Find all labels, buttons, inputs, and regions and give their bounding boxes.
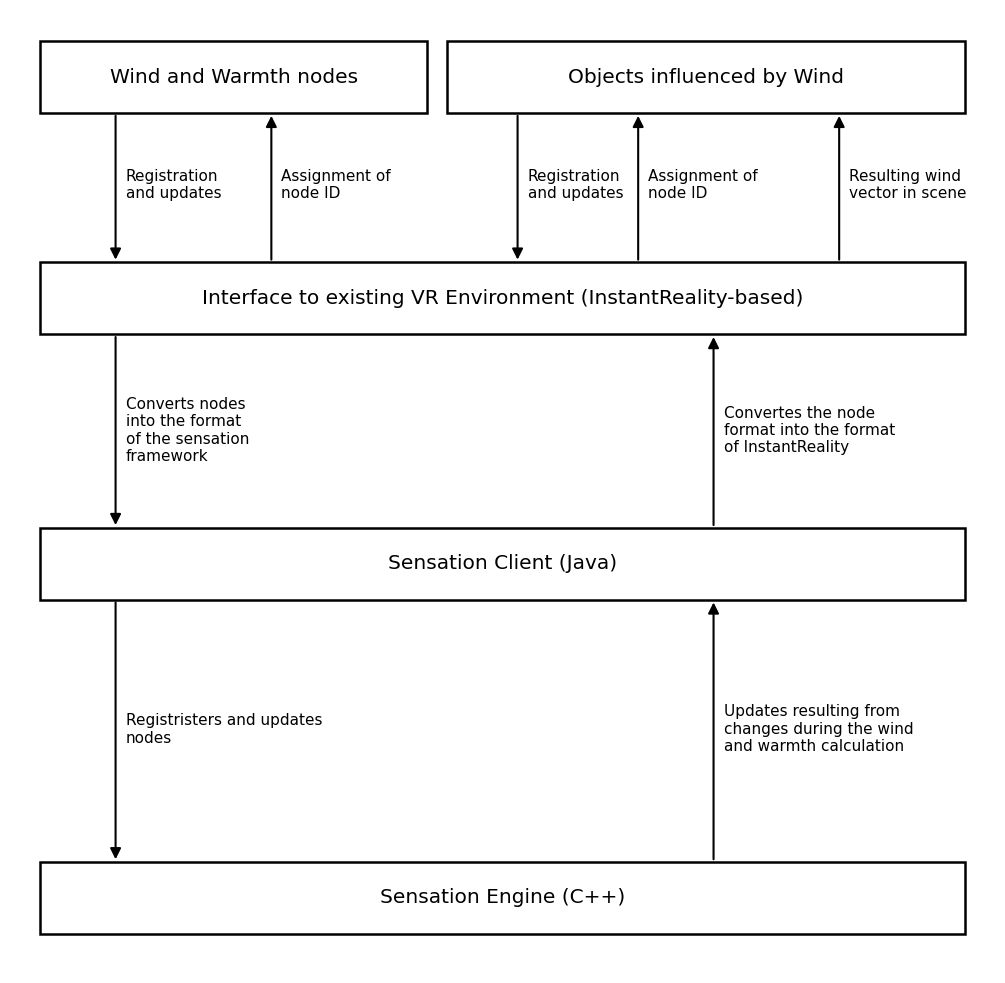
Text: Wind and Warmth nodes: Wind and Warmth nodes — [110, 68, 358, 87]
Text: Registristers and updates
nodes: Registristers and updates nodes — [126, 714, 323, 745]
Bar — [447, 41, 965, 113]
Bar — [40, 41, 427, 113]
Text: Updates resulting from
changes during the wind
and warmth calculation: Updates resulting from changes during th… — [724, 705, 914, 754]
Text: Sensation Client (Java): Sensation Client (Java) — [388, 554, 617, 573]
Bar — [40, 262, 965, 334]
Text: Assignment of
node ID: Assignment of node ID — [281, 169, 391, 201]
Text: Interface to existing VR Environment (InstantReality-based): Interface to existing VR Environment (In… — [202, 289, 803, 308]
Text: Registration
and updates: Registration and updates — [528, 169, 623, 201]
Text: Resulting wind
vector in scene: Resulting wind vector in scene — [849, 169, 967, 201]
Text: Convertes the node
format into the format
of InstantReality: Convertes the node format into the forma… — [724, 406, 894, 455]
Text: Converts nodes
into the format
of the sensation
framework: Converts nodes into the format of the se… — [126, 397, 249, 464]
Text: Sensation Engine (C++): Sensation Engine (C++) — [380, 889, 625, 907]
Bar — [40, 528, 965, 600]
Text: Assignment of
node ID: Assignment of node ID — [648, 169, 758, 201]
Text: Registration
and updates: Registration and updates — [126, 169, 221, 201]
Bar — [40, 862, 965, 934]
Text: Objects influenced by Wind: Objects influenced by Wind — [568, 68, 844, 87]
